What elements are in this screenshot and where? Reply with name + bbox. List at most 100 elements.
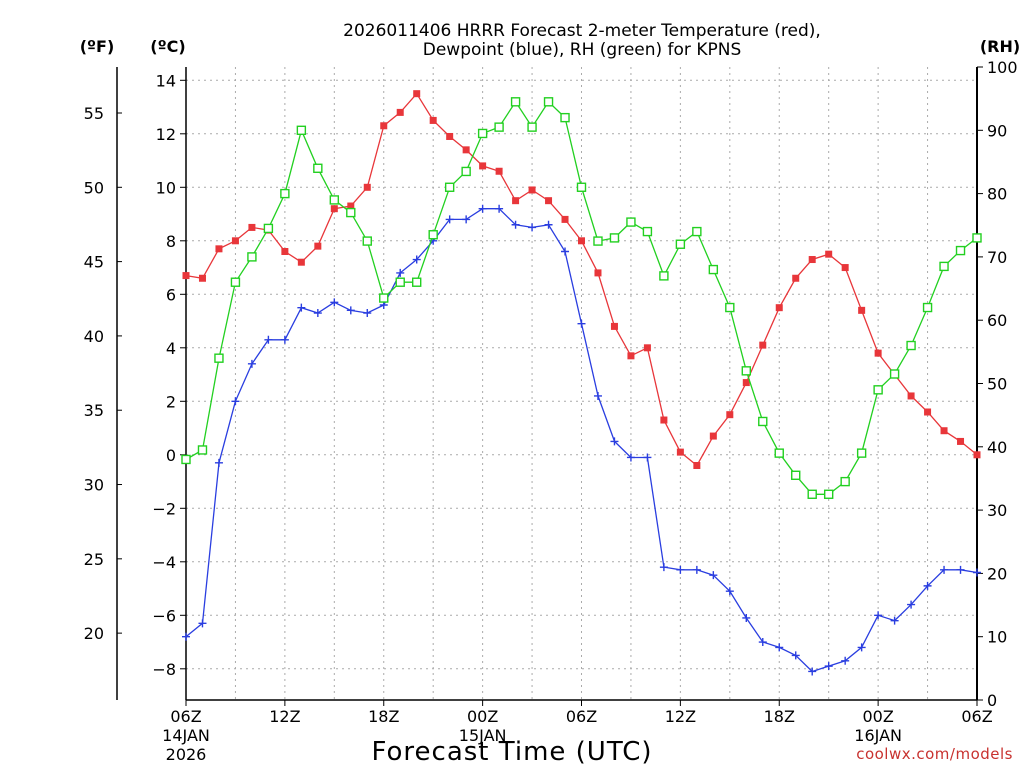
temperature-point <box>825 250 833 258</box>
temperature-point <box>578 237 585 245</box>
dewpoint-point <box>775 643 784 652</box>
rh-tick-label: 50 <box>987 375 1007 394</box>
dewpoint-point <box>363 309 372 318</box>
rh-point <box>510 97 521 107</box>
dewpoint-point <box>412 255 421 264</box>
rh-point <box>576 182 587 192</box>
rh-point <box>313 163 323 173</box>
dewpoint-point <box>445 215 454 224</box>
temperature-point <box>231 237 239 245</box>
rh-point <box>346 207 356 218</box>
time-tick-label: 18Z <box>764 707 795 726</box>
rh-point <box>560 112 570 123</box>
temperature-point <box>957 437 965 445</box>
rh-point <box>477 128 488 139</box>
fahrenheit-tick-label: 25 <box>84 550 104 569</box>
dewpoint-point <box>758 638 767 647</box>
dewpoint-point <box>874 611 883 620</box>
time-tick-label: 18Z <box>368 707 399 726</box>
rh-tick-label: 30 <box>987 501 1007 520</box>
temperature-point <box>198 274 206 282</box>
dewpoint-point <box>214 458 223 467</box>
dewpoint-point <box>247 359 256 368</box>
temperature-point <box>808 256 816 264</box>
rh-point <box>889 369 900 379</box>
temperature-point <box>462 146 470 154</box>
rh-point <box>247 252 257 262</box>
temperature-point <box>347 202 355 210</box>
dewpoint-point <box>182 632 190 641</box>
rh-point <box>263 223 274 234</box>
rh-point <box>543 97 554 107</box>
rh-tick-label: 20 <box>987 564 1007 583</box>
rh-point <box>692 226 702 237</box>
rh-point <box>197 445 208 455</box>
fahrenheit-tick-label: 45 <box>84 253 104 272</box>
temperature-point <box>380 122 388 130</box>
temperature-point <box>479 162 487 170</box>
dewpoint-point <box>297 303 306 312</box>
temperature-point <box>413 90 421 98</box>
dewpoint-point <box>709 571 718 580</box>
date-tick-label: 15JAN <box>459 726 507 745</box>
temperature-point <box>297 258 305 266</box>
celsius-tick-label: −4 <box>152 553 176 572</box>
celsius-unit-label: (ºC) <box>150 37 185 56</box>
rh-tick-label: 0 <box>987 691 997 710</box>
temperature-point <box>643 344 651 352</box>
temperature-point <box>841 264 849 272</box>
celsius-tick-label: 10 <box>156 178 176 197</box>
temperature-point <box>182 272 190 280</box>
temperature-point <box>281 248 289 255</box>
rh-point <box>906 340 916 351</box>
dewpoint-point <box>593 391 602 400</box>
temperature-point <box>561 215 569 223</box>
rh-tick-label: 40 <box>987 438 1007 457</box>
fahrenheit-tick-label: 35 <box>84 401 104 420</box>
rh-point <box>642 226 653 237</box>
rh-point <box>395 277 405 287</box>
rh-point <box>428 230 438 240</box>
dewpoint-series <box>182 204 981 676</box>
dewpoint-point <box>198 619 207 628</box>
temperature-point <box>792 274 800 282</box>
dewpoint-point <box>808 667 817 676</box>
gridlines <box>186 67 977 700</box>
temperature-point <box>396 108 404 116</box>
fahrenheit-unit-label: (ºF) <box>80 37 115 56</box>
celsius-tick-label: 0 <box>166 446 176 465</box>
x-axis-label: Forecast Time (UTC) <box>371 737 652 767</box>
celsius-tick-label: 2 <box>166 392 176 411</box>
dewpoint-point <box>544 220 553 229</box>
temperature-point <box>330 205 338 213</box>
temperature-point <box>858 306 866 314</box>
celsius-tick-label: 4 <box>166 339 176 358</box>
dewpoint-point <box>824 662 833 671</box>
celsius-tick-label: 12 <box>156 125 176 144</box>
fahrenheit-tick-label: 40 <box>84 327 104 346</box>
temperature-point <box>314 242 322 250</box>
chart-title: 2026011406 HRRR Forecast 2-meter Tempera… <box>343 21 821 41</box>
dewpoint-point <box>462 215 471 224</box>
rh-point <box>412 277 422 287</box>
rh-point <box>362 236 372 246</box>
rh-point <box>280 188 290 199</box>
temperature-point <box>874 349 882 357</box>
time-tick-label: 00Z <box>467 707 498 726</box>
rh-line <box>185 100 978 495</box>
dewpoint-point <box>346 306 355 315</box>
rh-point <box>444 182 455 192</box>
dewpoint-point <box>956 565 965 574</box>
dewpoint-point <box>511 220 520 229</box>
temperature-point <box>924 408 932 416</box>
rh-point <box>527 122 537 132</box>
celsius-tick-label: −2 <box>152 499 176 518</box>
temperature-point <box>940 427 948 435</box>
time-tick-label: 06Z <box>170 707 201 726</box>
dewpoint-point <box>231 397 240 406</box>
credit-label: coolwx.com/models <box>856 745 1013 763</box>
axes <box>116 66 983 706</box>
rh-point <box>856 448 867 458</box>
year-tick-label: 2026 <box>166 745 207 764</box>
